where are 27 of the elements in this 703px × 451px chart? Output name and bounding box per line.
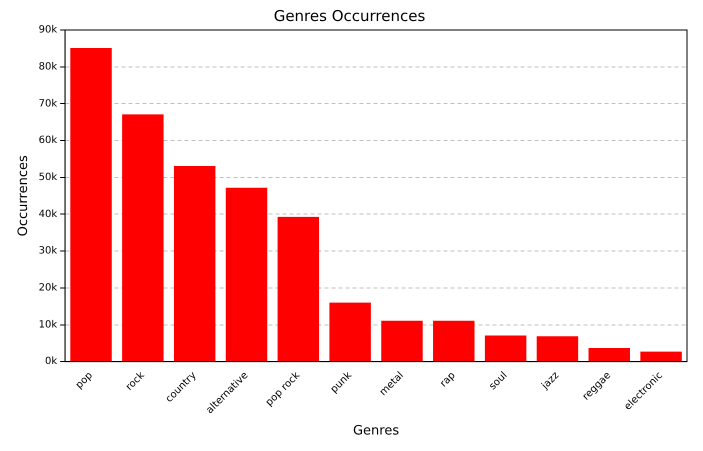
bar	[70, 48, 112, 362]
bar	[588, 348, 630, 362]
x-axis-title: Genres	[352, 424, 400, 439]
bar	[226, 188, 268, 362]
bar	[381, 320, 423, 362]
y-tick-label: 10k	[38, 319, 58, 330]
bar	[122, 114, 164, 362]
bar	[433, 320, 475, 362]
bar	[329, 302, 371, 362]
bar	[174, 166, 216, 362]
bar	[640, 352, 682, 362]
bar	[278, 216, 320, 362]
bar	[484, 335, 526, 362]
y-tick-label: 70k	[38, 98, 58, 110]
y-tick-label: 30k	[38, 246, 58, 257]
y-tick-label: 50k	[38, 172, 58, 183]
y-tick-label: 80k	[38, 61, 58, 72]
y-tick-label: 60k	[38, 135, 58, 146]
x-tick-label: pop	[74, 370, 95, 392]
y-axis-title: Occurrences	[16, 155, 32, 236]
x-tick-label: rap	[438, 370, 458, 390]
chart-title: Genres Occurrences	[274, 6, 426, 25]
y-tick-label: 20k	[38, 282, 58, 294]
bar	[536, 336, 578, 362]
y-tick-label: 0k	[44, 356, 58, 368]
y-tick-label: 90k	[38, 24, 58, 36]
y-tick-label: 40k	[38, 208, 58, 220]
